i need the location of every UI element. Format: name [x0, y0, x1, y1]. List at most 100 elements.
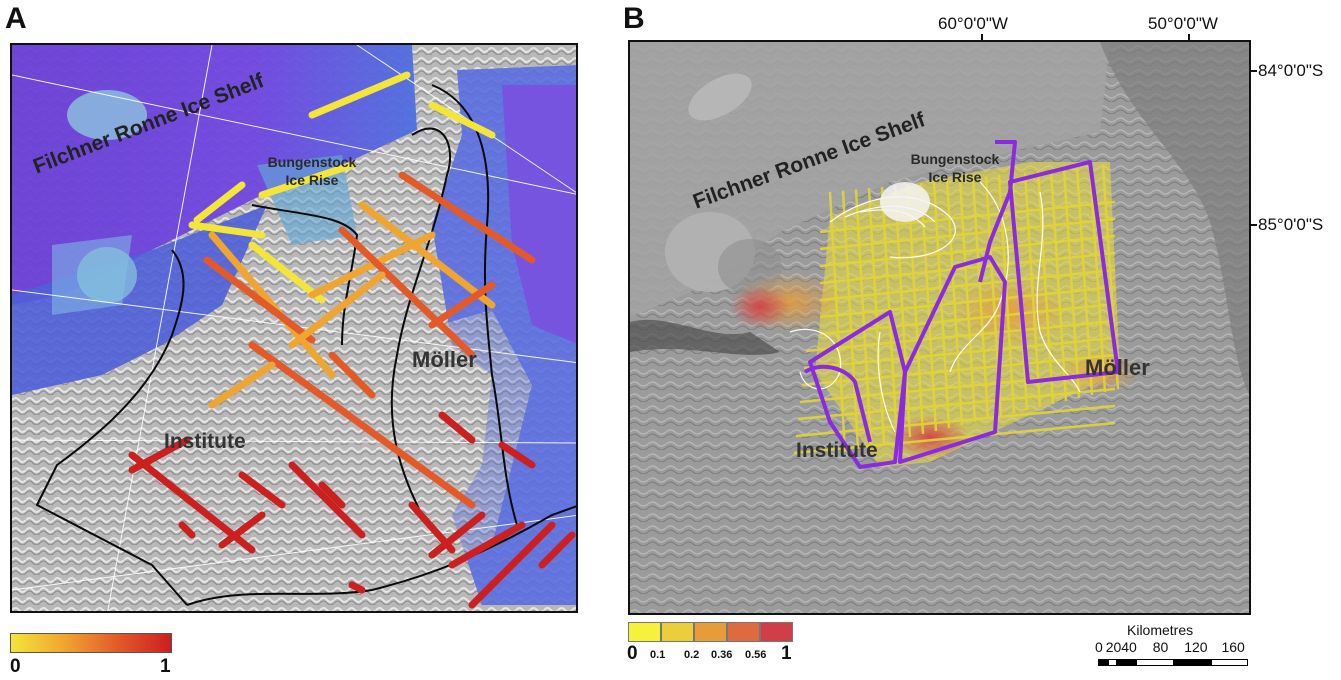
panel-b-lon-tick-60w: [981, 34, 983, 42]
radar-track-segment: [438, 411, 476, 444]
scale-seg-6: [1211, 659, 1248, 666]
radar-track-segment: [208, 361, 276, 409]
scale-bar-tick-0: 0: [1095, 639, 1103, 655]
panel-b-legend-tick-01: 0.1: [650, 649, 666, 661]
panel-a-letter: A: [5, 2, 27, 35]
radar-track-segment: [428, 281, 496, 329]
panel-a-ice-rise-label: Bungenstock Ice Rise: [257, 153, 367, 189]
survey-grid-line: [893, 185, 912, 438]
panel-b-moller-label: Möller: [1085, 355, 1150, 380]
radar-track-segment: [338, 226, 476, 359]
panel-b-legend-tick-02: 0.2: [684, 649, 700, 661]
panel-a-ice-rise-text: Bungenstock Ice Rise: [267, 154, 357, 188]
panel-b-letter: B: [623, 2, 645, 35]
panel-b-ice-rise-label: Bungenstock Ice Rise: [900, 150, 1010, 186]
scale-seg-1: [1098, 659, 1108, 666]
panel-b-legend-class-3: [694, 622, 727, 642]
scale-bar-tick-120: 120: [1184, 639, 1208, 655]
survey-grid-line: [828, 191, 847, 453]
panel-a-radar-tracks: [128, 71, 576, 609]
panel-a-map-canvas: [12, 45, 576, 611]
scale-bar-tick-160: 160: [1221, 639, 1245, 655]
scale-bar: [1098, 659, 1248, 666]
radar-track-segment: [288, 461, 366, 539]
radar-track-segment: [498, 441, 536, 469]
panel-b-legend-class-5: [760, 622, 793, 642]
radar-track-segment: [188, 221, 266, 239]
radar-track-segment: [468, 521, 556, 609]
panel-b-lon-tick-50w: [1188, 34, 1190, 42]
panel-a-institute-label: Institute: [164, 430, 246, 453]
survey-grid-line: [819, 251, 1116, 285]
radar-track-segment: [348, 581, 366, 594]
radar-track-segment: [288, 271, 386, 349]
radar-track-segment: [398, 171, 536, 264]
panel-b-legend-tick-036: 0.36: [711, 649, 733, 661]
panel-b-legend: [628, 622, 793, 642]
panel-b-legend-tick-1: 1: [781, 643, 792, 664]
survey-grid-line: [819, 234, 1116, 268]
scale-bar-tick-40: 40: [1121, 639, 1137, 655]
panel-a-legend-bar: [10, 633, 172, 653]
panel-a-legend-max: 1: [160, 656, 171, 677]
panel-b-lon-60w: 60°0'0"W: [938, 14, 1008, 33]
panel-b-lat-tick-84s: [1249, 70, 1257, 72]
panel-b-map: Filchner Ronne Ice Shelf Bungenstock Ice…: [628, 40, 1251, 615]
survey-grid-line: [795, 404, 1116, 438]
survey-grid-line: [819, 302, 1116, 336]
panel-b-lat-85s: 85°0'0"S: [1258, 215, 1324, 234]
panel-b-legend-tick-0: 0: [627, 643, 638, 664]
radar-track-segment: [248, 341, 476, 509]
panel-b-institute-label: Institute: [796, 439, 878, 462]
survey-grid-line: [867, 188, 886, 444]
radar-track-segment: [318, 481, 346, 509]
radar-track-segment: [208, 231, 336, 379]
scale-bar-title: Kilometres: [1127, 622, 1194, 638]
radar-track-segment: [328, 351, 376, 399]
radar-track-segment: [203, 256, 316, 344]
scale-seg-3: [1117, 659, 1136, 666]
panel-b-legend-class-4: [727, 622, 760, 642]
survey-grid-line: [797, 387, 1116, 421]
radar-track-segment: [358, 201, 496, 309]
panel-b-lat-84s: 84°0'0"S: [1258, 61, 1324, 80]
radar-track-segment: [538, 531, 576, 569]
survey-grid-line: [841, 190, 860, 450]
radar-track-segment: [193, 181, 246, 224]
radar-track-segment: [258, 161, 356, 199]
panel-a-legend-min: 0: [10, 656, 21, 677]
panel-b-ice-rise-text: Bungenstock Ice Rise: [910, 151, 1000, 185]
scale-seg-5: [1174, 659, 1211, 666]
survey-grid-line: [803, 336, 1116, 370]
survey-grid-line: [805, 319, 1116, 353]
survey-grid-line: [906, 184, 925, 435]
scale-bar-tick-80: 80: [1152, 639, 1169, 655]
scale-seg-2: [1108, 659, 1117, 666]
radar-track-segment: [248, 241, 326, 304]
radar-track-segment: [178, 521, 196, 539]
survey-grid-line: [819, 268, 1116, 302]
survey-grid-line: [819, 217, 1116, 251]
panel-b-legend-class-2: [661, 622, 694, 642]
scale-bar-tick-20: 20: [1105, 639, 1122, 655]
survey-grid-line: [971, 177, 990, 420]
panel-b-lon-50w: 50°0'0"W: [1148, 14, 1218, 33]
scale-seg-4: [1136, 659, 1174, 666]
radar-track-segment: [238, 471, 286, 509]
radar-track-segment: [428, 101, 496, 139]
panel-a-map: Filchner Ronne Ice Shelf Bungenstock Ice…: [10, 43, 578, 613]
panel-b-lat-tick-85s: [1249, 224, 1257, 226]
panel-b-legend-class-1: [628, 622, 661, 642]
panel-b-legend-tick-056: 0.56: [745, 649, 767, 661]
survey-grid-line: [854, 189, 873, 447]
survey-grid-line: [819, 200, 1116, 234]
panel-b-map-canvas: [630, 42, 1249, 613]
radar-track-segment: [428, 511, 486, 559]
radar-track-segment: [218, 511, 266, 549]
panel-a-moller-label: Möller: [412, 347, 477, 372]
scale-bar-labels: 0 2040 80 120 160: [1095, 639, 1245, 655]
survey-grid-line: [819, 285, 1116, 319]
panel-b-survey-grid: [793, 164, 1120, 455]
radar-track-segment: [448, 521, 526, 569]
survey-grid-line: [958, 178, 977, 423]
